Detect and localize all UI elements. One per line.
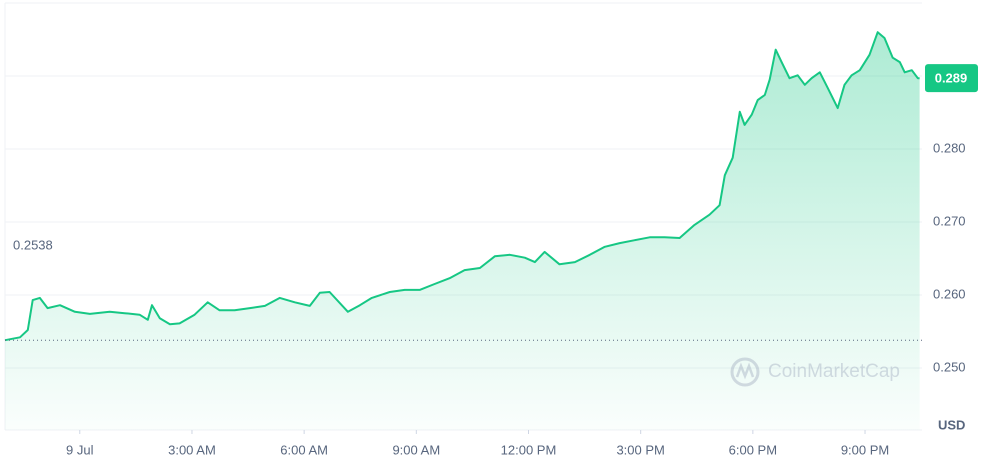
x-tick-label: 9:00 AM <box>392 442 440 457</box>
y-tick-label: 0.280 <box>933 140 966 155</box>
y-tick-label: 0.260 <box>933 286 966 301</box>
last-price-label: 0.289 <box>935 71 968 86</box>
area <box>5 32 920 430</box>
watermark-text: CoinMarketCap <box>768 361 900 382</box>
price-line <box>4 31 920 342</box>
x-tick-label: 12:00 PM <box>501 442 557 457</box>
last-price-badge <box>925 64 978 93</box>
reference-label: 0.2538 <box>13 237 53 252</box>
currency: USD <box>938 417 965 432</box>
y-tick-label: 0.270 <box>933 213 966 228</box>
x-tick-label: 3:00 PM <box>616 442 664 457</box>
x-tick-label: 9:00 PM <box>841 442 889 457</box>
x-tick-label: 6:00 AM <box>280 442 328 457</box>
y-tick-label: 0.250 <box>933 359 966 374</box>
x-tick-label: 9 Jul <box>66 442 94 457</box>
watermark: CoinMarketCap <box>730 357 900 387</box>
x-tick-label: 6:00 PM <box>729 442 777 457</box>
x-tick-label: 3:00 AM <box>168 442 216 457</box>
